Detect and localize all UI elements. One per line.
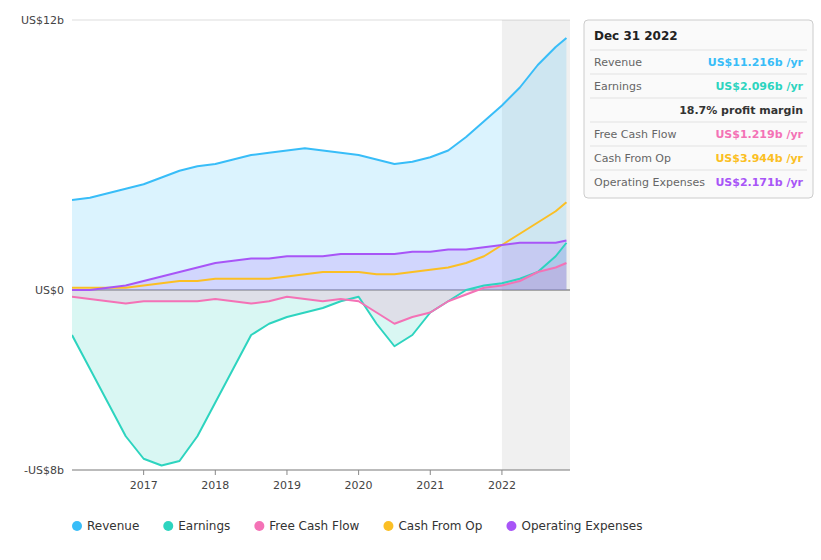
y-tick-label: US$12b <box>21 14 64 27</box>
tooltip-separator <box>590 146 807 147</box>
x-tick-label: 2017 <box>130 479 158 492</box>
tooltip-label: Revenue <box>594 56 642 69</box>
plot-area <box>72 20 570 470</box>
legend-label: Operating Expenses <box>521 519 642 533</box>
tooltip-value: 18.7% profit margin <box>679 104 803 117</box>
series-line <box>72 241 566 291</box>
area-fill <box>72 241 566 291</box>
tooltip-value: US$2.171b /yr <box>715 176 803 189</box>
tooltip-value: US$3.944b /yr <box>715 152 803 165</box>
tooltip-value: US$2.096b /yr <box>715 80 803 93</box>
tooltip-separator <box>590 50 807 51</box>
x-tick-label: 2020 <box>345 479 373 492</box>
legend-swatch <box>506 521 516 531</box>
tooltip-label: Operating Expenses <box>594 176 705 189</box>
x-tick-label: 2021 <box>416 479 444 492</box>
legend-label: Earnings <box>178 519 230 533</box>
x-tick-label: 2018 <box>201 479 229 492</box>
tooltip-label: Free Cash Flow <box>594 128 677 141</box>
series-line <box>72 202 566 288</box>
tooltip-label: Cash From Op <box>594 152 671 165</box>
x-tick <box>143 470 144 475</box>
legend-label: Free Cash Flow <box>269 519 359 533</box>
tooltip-label: Earnings <box>594 80 642 93</box>
y-tick-label: US$0 <box>35 284 64 297</box>
x-tick <box>215 470 216 475</box>
legend-label: Cash From Op <box>398 519 482 533</box>
series-line <box>72 38 566 200</box>
tooltip-title: Dec 31 2022 <box>594 29 678 43</box>
series-line <box>72 243 566 466</box>
x-tick-label: 2022 <box>488 479 516 492</box>
grid <box>72 20 570 470</box>
x-tick-label: 2019 <box>273 479 301 492</box>
tooltip-separator <box>590 98 807 99</box>
x-tick <box>501 470 502 475</box>
tooltip-value: US$11.216b /yr <box>708 56 804 69</box>
legend-swatch <box>383 521 393 531</box>
grid-line <box>72 20 570 21</box>
tooltip-box <box>584 20 813 198</box>
legend: Revenue Earnings Free Cash Flow Cash From O… <box>72 519 642 533</box>
legend-label: Revenue <box>87 519 139 533</box>
legend-swatch <box>72 521 82 531</box>
tooltip-separator <box>590 74 807 75</box>
y-tick-label: -US$8b <box>24 464 64 477</box>
tooltip-value: US$1.219b /yr <box>715 128 803 141</box>
chart: -US$8b US$0 US$12b 2017 2018 2019 2020 2021 2022… <box>0 0 821 560</box>
area-fill <box>72 38 566 290</box>
grid-line <box>72 470 570 471</box>
tooltip-separator <box>590 122 807 123</box>
x-tick <box>286 470 287 475</box>
tooltip-separator <box>590 170 807 171</box>
legend-swatch <box>254 521 264 531</box>
x-tick <box>430 470 431 475</box>
legend-swatch <box>163 521 173 531</box>
x-tick <box>358 470 359 475</box>
x-axis-line <box>72 470 570 471</box>
